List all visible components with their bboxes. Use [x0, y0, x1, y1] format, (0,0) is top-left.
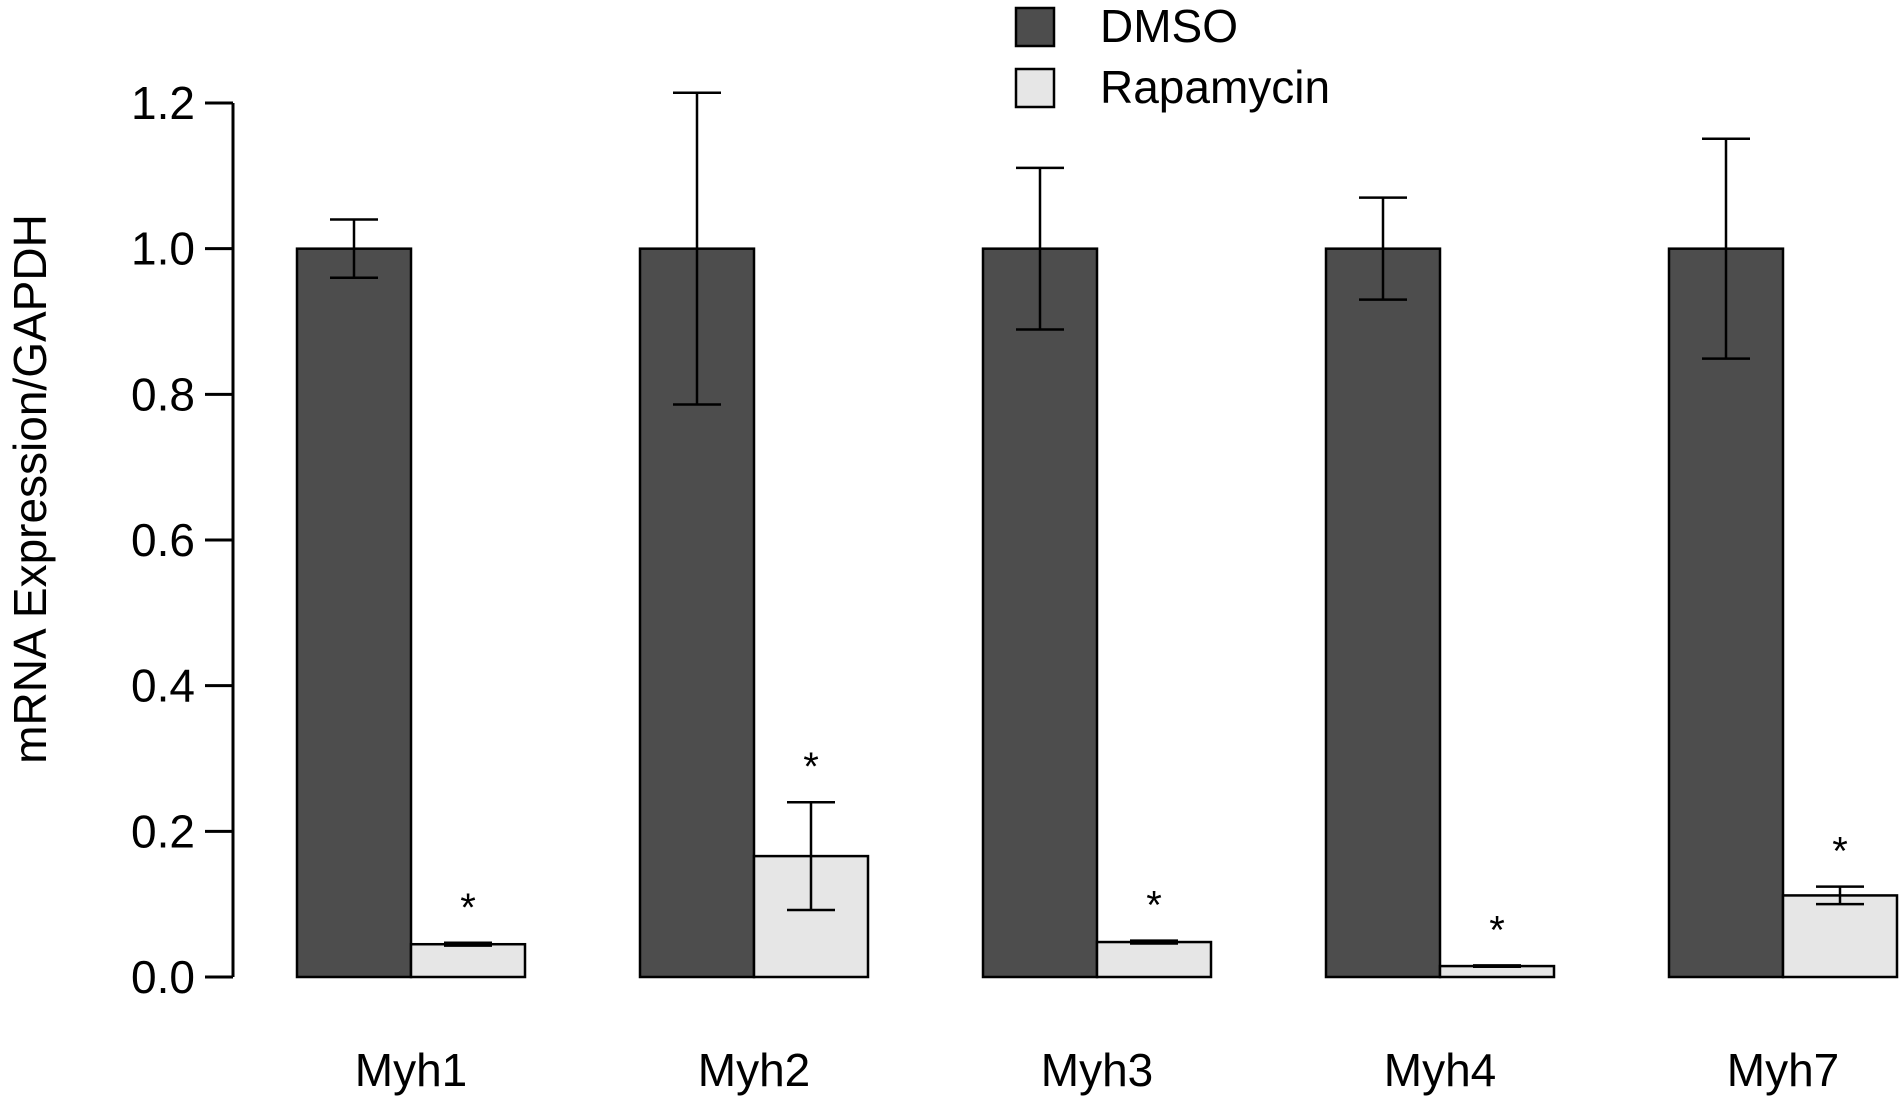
bar	[1667, 247, 1785, 979]
bar	[1324, 247, 1442, 979]
category-label: Myh1	[355, 1044, 467, 1096]
bar	[1095, 940, 1213, 979]
significance-marker: *	[1146, 884, 1162, 928]
bar	[1781, 894, 1899, 979]
legend: DMSO Rapamycin	[1014, 0, 1330, 113]
y-tick-label: 0.4	[131, 660, 195, 712]
bar	[981, 247, 1099, 979]
category-label: Myh4	[1384, 1044, 1496, 1096]
bar	[295, 247, 413, 979]
y-tick-label: 0.0	[131, 951, 195, 1003]
bar	[752, 854, 870, 979]
significance-marker: *	[1489, 908, 1505, 952]
significance-marker: *	[460, 886, 476, 930]
y-tick-label: 1.2	[131, 77, 195, 129]
legend-label: Rapamycin	[1100, 61, 1330, 113]
bars: * * * * *	[295, 91, 1899, 979]
significance-marker: *	[1832, 830, 1848, 874]
category-label: Myh2	[698, 1044, 810, 1096]
category-label: Myh7	[1727, 1044, 1839, 1096]
y-axis: 0.0 0.2 0.4 0.6 0.8 1.0 1.2	[131, 77, 235, 1003]
category-label: Myh3	[1041, 1044, 1153, 1096]
category-labels: Myh1 Myh2 Myh3 Myh4 Myh7	[355, 1044, 1839, 1096]
bar	[409, 942, 527, 979]
significance-marker: *	[803, 745, 819, 789]
legend-swatch	[1014, 6, 1056, 48]
legend-label: DMSO	[1100, 0, 1238, 52]
y-tick-label: 1.0	[131, 223, 195, 275]
y-tick-label: 0.2	[131, 805, 195, 857]
y-tick-label: 0.6	[131, 514, 195, 566]
legend-swatch	[1014, 67, 1056, 109]
y-axis-title: mRNA Expression/GAPDH	[4, 214, 56, 764]
y-tick-label: 0.8	[131, 368, 195, 420]
